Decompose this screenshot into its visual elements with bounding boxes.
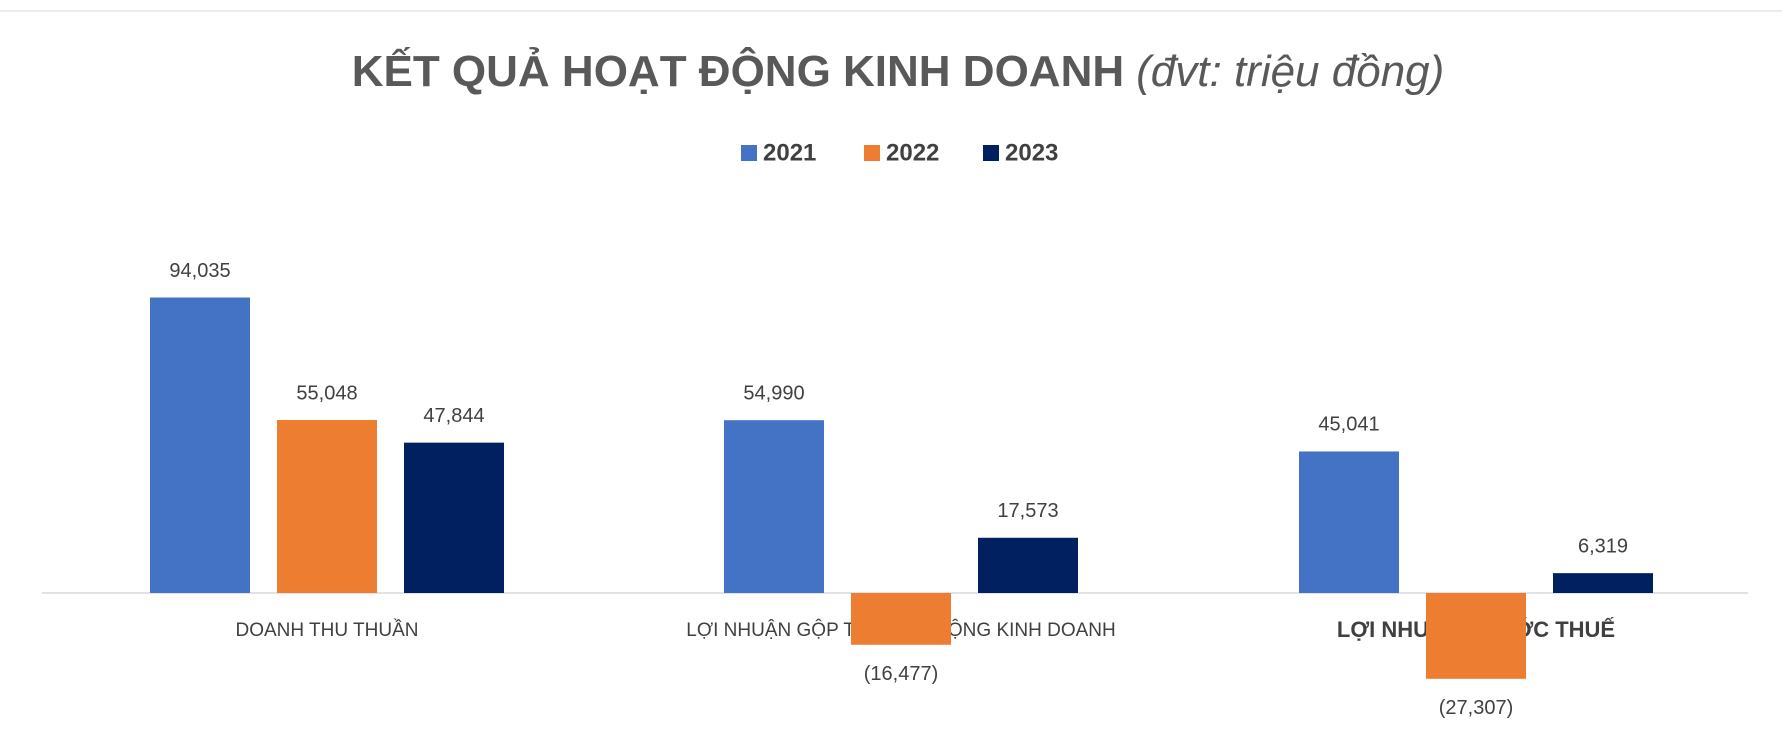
legend-label: 2021 xyxy=(763,139,816,166)
value-label: (16,477) xyxy=(864,663,939,685)
value-label: 94,035 xyxy=(169,260,230,282)
chart-title: KẾT QUẢ HOẠT ĐỘNG KINH DOANH xyxy=(352,45,1124,96)
bar xyxy=(1553,573,1653,593)
bar xyxy=(277,420,377,593)
value-label: (27,307) xyxy=(1439,697,1514,719)
value-label: 45,041 xyxy=(1318,414,1379,436)
bar xyxy=(1426,593,1526,679)
bar xyxy=(851,593,951,645)
value-label: 54,990 xyxy=(743,382,804,404)
legend-swatch xyxy=(741,145,757,161)
legend-label: 2023 xyxy=(1005,139,1058,166)
legend-label: 2022 xyxy=(886,139,939,166)
legend-swatch xyxy=(983,145,999,161)
bar xyxy=(404,442,504,593)
value-label: 47,844 xyxy=(423,405,484,427)
bar xyxy=(1299,451,1399,593)
bar xyxy=(724,420,824,593)
bar xyxy=(978,537,1078,593)
value-label: 55,048 xyxy=(296,382,357,404)
legend-swatch xyxy=(864,145,880,161)
value-label: 6,319 xyxy=(1578,535,1628,557)
x-tick-label: DOANH THU THUẦN xyxy=(236,619,419,641)
bar xyxy=(150,297,250,593)
chart-title-group: KẾT QUẢ HOẠT ĐỘNG KINH DOANH (đvt: triệu … xyxy=(352,45,1445,96)
value-label: 17,573 xyxy=(997,500,1058,522)
chart-unit: (đvt: triệu đồng) xyxy=(1136,47,1444,96)
